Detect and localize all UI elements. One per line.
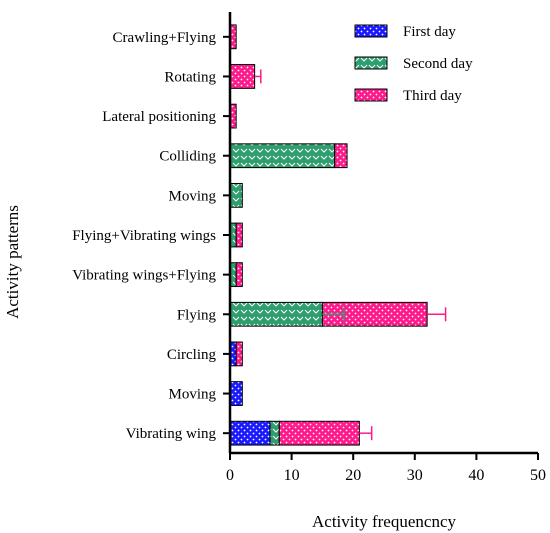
category-label: Flying+Vibrating wings: [72, 228, 216, 244]
category-label: Moving: [168, 387, 216, 403]
x-tick-label: 40: [468, 467, 484, 484]
x-tick-label: 50: [530, 467, 546, 484]
bar-segment: [278, 420, 360, 446]
bar-segment: [229, 182, 243, 208]
x-tick-label: 0: [226, 467, 234, 484]
category-label: Moving: [168, 188, 216, 204]
x-axis-title: Activity frequencncy: [312, 512, 456, 531]
bars: [229, 24, 428, 446]
legend-label: Third day: [403, 88, 462, 104]
bar-segment: [229, 301, 323, 327]
legend: First day Second day Third day: [354, 24, 473, 104]
bar-segment: [229, 381, 243, 406]
category-label: Rotating: [164, 69, 216, 85]
x-ticks: 0 10 20 30 40 50: [226, 453, 546, 484]
category-label: Lateral positioning: [102, 109, 216, 125]
category-label: Circling: [167, 347, 217, 363]
legend-swatch: [354, 56, 388, 70]
x-tick-label: 10: [284, 467, 300, 484]
bar-segment: [235, 341, 243, 367]
bar-segment: [229, 420, 271, 446]
legend-swatch: [354, 24, 388, 38]
x-tick-label: 20: [345, 467, 361, 484]
bar-segment: [269, 420, 280, 446]
axes: [223, 12, 538, 455]
category-labels: Crawling+Flying Rotating Lateral positioni…: [72, 30, 216, 442]
category-label: Vibrating wings+Flying: [72, 268, 216, 284]
legend-swatch: [354, 88, 388, 102]
y-axis-title: Activity patterns: [3, 205, 22, 319]
legend-label: Second day: [403, 56, 473, 72]
bar-segment: [229, 143, 336, 169]
bar-segment: [235, 222, 243, 248]
bar-segment: [235, 262, 243, 288]
category-label: Vibrating wing: [126, 426, 217, 442]
category-label: Flying: [177, 307, 217, 323]
bar-segment: [334, 143, 348, 169]
x-tick-label: 30: [407, 467, 423, 484]
category-label: Crawling+Flying: [113, 30, 217, 46]
bar-segment: [229, 64, 256, 89]
category-label: Colliding: [159, 149, 216, 165]
error-bars: [254, 69, 447, 441]
legend-label: First day: [403, 24, 456, 40]
